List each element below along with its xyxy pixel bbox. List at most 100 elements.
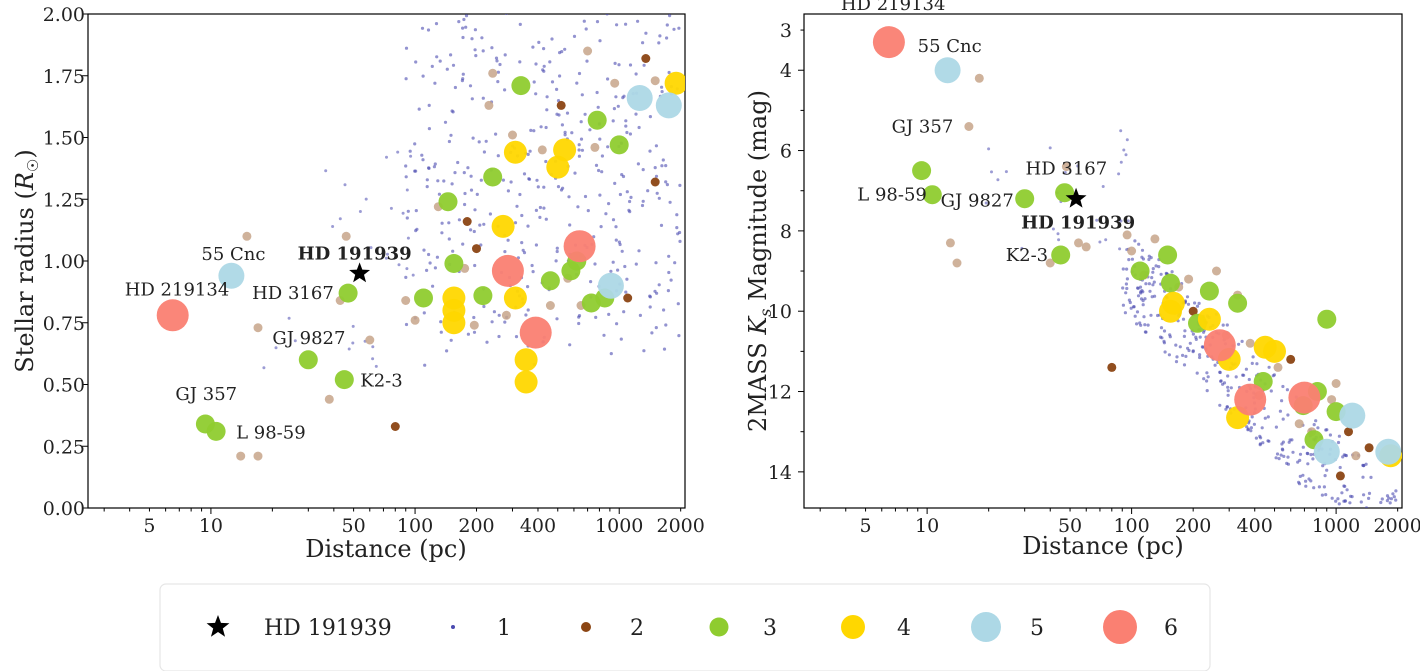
field-star-point xyxy=(1345,488,1349,492)
field-star-point xyxy=(1291,450,1295,454)
planet-point-g2-light xyxy=(324,394,334,404)
field-star-point xyxy=(1143,323,1147,327)
right-chart: 5 10 50 100 200 400 1000 2000 4 6 8 10 12 14 3 HD 219… xyxy=(744,0,1420,571)
field-star-point xyxy=(1391,492,1395,496)
field-star-point xyxy=(386,252,389,256)
field-star-point xyxy=(438,59,442,63)
field-star-point xyxy=(595,90,599,95)
field-star-point xyxy=(1191,350,1195,354)
field-star-point xyxy=(442,179,446,183)
field-star-point xyxy=(568,223,572,227)
field-star-point xyxy=(1163,350,1167,354)
field-star-point xyxy=(1394,543,1397,546)
field-star-point xyxy=(1198,355,1202,360)
field-star-point xyxy=(1057,238,1061,242)
field-star-point xyxy=(522,172,527,176)
field-star-point xyxy=(1126,219,1130,223)
target-star-marker xyxy=(1065,187,1087,208)
field-star-point xyxy=(534,92,538,96)
field-star-point xyxy=(555,317,559,321)
field-star-point xyxy=(532,80,536,84)
field-star-point xyxy=(1317,485,1321,489)
field-star-point xyxy=(573,171,577,175)
field-star-point xyxy=(542,185,546,189)
field-star-point xyxy=(624,119,628,123)
planet-point-g3 xyxy=(1051,245,1071,265)
field-star-point xyxy=(1205,371,1209,375)
field-star-point xyxy=(435,55,439,59)
field-star-point xyxy=(1394,568,1397,571)
field-star-point xyxy=(1124,282,1128,286)
legend-marker-2 xyxy=(581,622,591,632)
star-label: GJ 9827 xyxy=(272,328,345,349)
field-star-point xyxy=(1298,474,1302,478)
field-star-point xyxy=(1358,538,1361,541)
field-star-point xyxy=(548,60,552,64)
field-star-point xyxy=(1278,409,1282,413)
star-label: K2-3 xyxy=(360,371,402,392)
field-star-point xyxy=(404,46,409,50)
field-star-point xyxy=(609,352,613,356)
field-star-point xyxy=(1306,462,1310,466)
field-star-point xyxy=(625,277,629,281)
planet-point-g4 xyxy=(1197,307,1221,331)
field-star-point xyxy=(580,148,585,152)
field-star-point xyxy=(287,316,291,320)
planet-point-g6 xyxy=(563,230,596,263)
field-star-point xyxy=(520,213,524,218)
field-star-point xyxy=(539,125,543,129)
field-star-point xyxy=(422,248,426,252)
field-star-point xyxy=(668,14,672,18)
field-star-point xyxy=(1368,523,1371,526)
field-star-point xyxy=(1379,553,1382,556)
field-star-point xyxy=(660,90,664,94)
field-star-point xyxy=(1144,282,1148,286)
legend: HD 191939 1 2 3 4 5 6 xyxy=(159,583,1211,671)
planet-point-g3 xyxy=(922,185,942,205)
field-star-point xyxy=(1146,323,1150,327)
field-star-point xyxy=(579,137,584,141)
field-star-point xyxy=(609,269,613,273)
field-star-point xyxy=(521,248,525,252)
field-star-point xyxy=(1281,417,1285,421)
planet-point-g2-light xyxy=(537,145,547,155)
field-star-point xyxy=(1275,452,1280,456)
field-star-point xyxy=(1387,496,1391,500)
star-label: GJ 357 xyxy=(892,117,954,138)
field-star-point xyxy=(1379,549,1382,552)
field-star-point xyxy=(1385,494,1390,498)
field-star-point xyxy=(445,349,449,353)
field-star-point xyxy=(1376,552,1379,555)
field-star-point xyxy=(582,19,586,23)
planet-point-g6 xyxy=(1288,381,1321,414)
x-tick-label: 50 xyxy=(1058,515,1082,537)
planet-point-g2-light xyxy=(1351,451,1361,461)
field-star-point xyxy=(457,20,461,24)
field-star-point xyxy=(1104,238,1108,242)
field-star-point xyxy=(598,137,602,141)
field-star-point xyxy=(1147,257,1151,262)
x-tick-label: 10 xyxy=(915,515,939,537)
field-star-point xyxy=(1244,367,1248,371)
field-star-point xyxy=(473,208,477,212)
field-star-point xyxy=(1337,502,1341,506)
field-star-point xyxy=(563,130,567,134)
y-tick-label: 2.00 xyxy=(43,4,85,26)
field-star-point xyxy=(1386,547,1389,550)
field-star-point xyxy=(463,191,467,196)
field-star-point xyxy=(577,148,581,152)
field-star-point xyxy=(1324,493,1328,497)
field-star-point xyxy=(611,119,615,123)
field-star-point xyxy=(385,155,388,159)
field-star-point xyxy=(1330,496,1334,500)
field-star-point xyxy=(1226,374,1230,378)
field-star-point xyxy=(597,168,601,173)
field-star-point xyxy=(607,202,611,206)
field-star-point xyxy=(678,230,682,235)
planet-point-g2 xyxy=(1335,471,1345,481)
field-star-point xyxy=(675,213,679,217)
field-star-point xyxy=(1282,454,1286,458)
field-star-point xyxy=(654,144,659,148)
field-star-point xyxy=(1130,257,1134,261)
field-star-point xyxy=(274,346,278,350)
